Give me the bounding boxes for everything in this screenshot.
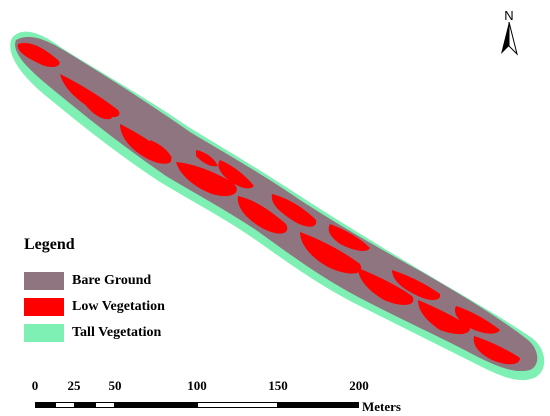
scale-tick-label: 200: [349, 378, 369, 393]
habitat-strip: [10, 31, 545, 381]
scale-units-label: Meters: [362, 399, 401, 414]
map-legend: Legend Bare Ground Low Vegetation Tall V…: [24, 236, 165, 346]
scale-segment: [95, 402, 115, 408]
scale-segment: [55, 402, 75, 408]
scale-segment: [278, 402, 359, 408]
north-label: N: [504, 8, 514, 23]
scale-segment: [115, 402, 197, 408]
north-arrow-icon: [501, 21, 518, 56]
scale-tick-label: 25: [67, 378, 81, 393]
legend-item-low-vegetation: Low Vegetation: [24, 294, 165, 320]
scale-bar: 0 25 50 100 150 200 Meters: [0, 378, 550, 416]
legend-title: Legend: [24, 236, 75, 253]
legend-item-bare-ground: Bare Ground: [24, 268, 165, 294]
legend-swatch-tall-vegetation: [24, 324, 64, 342]
legend-label-low-vegetation: Low Vegetation: [72, 299, 165, 314]
scale-tick-label: 50: [108, 378, 122, 393]
scale-tick-label: 0: [31, 378, 39, 393]
legend-label-tall-vegetation: Tall Vegetation: [72, 325, 162, 340]
legend-label-bare-ground: Bare Ground: [72, 273, 152, 288]
scale-segment: [197, 402, 278, 408]
scale-tick-label: 150: [268, 378, 288, 393]
north-arrow: N: [497, 8, 521, 60]
scale-tick-label: 100: [187, 378, 207, 393]
legend-swatch-low-vegetation: [24, 298, 64, 316]
low-vegetation-patches: [17, 42, 520, 365]
scale-segment: [75, 402, 95, 408]
legend-item-tall-vegetation: Tall Vegetation: [24, 320, 165, 346]
scale-segment: [35, 402, 55, 408]
legend-swatch-bare-ground: [24, 272, 64, 290]
